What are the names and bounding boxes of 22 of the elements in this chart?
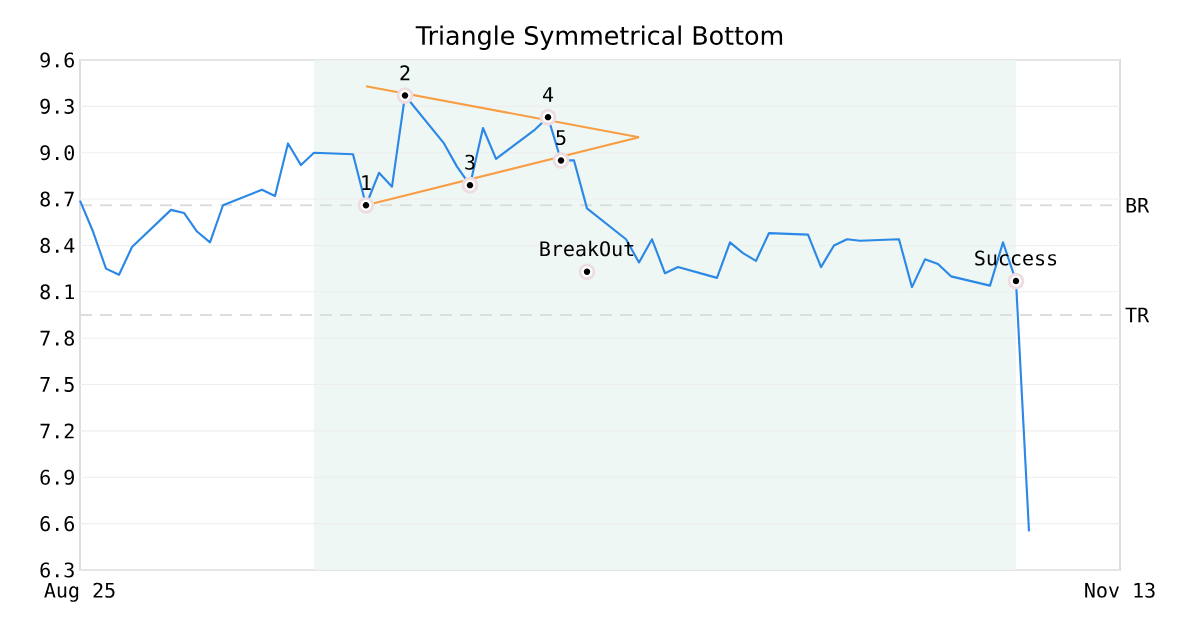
- annotation: 4: [542, 87, 554, 102]
- y-tick-label: 9.3: [40, 98, 74, 114]
- ref-line-label: BR: [1126, 197, 1150, 213]
- annotation: 5: [556, 130, 566, 146]
- annotation: 1: [362, 175, 371, 190]
- chart-title: Triangle Symmetrical Bottom: [415, 25, 783, 50]
- y-tick-label: 9.6: [40, 52, 74, 68]
- y-tick-label: 6.3: [40, 562, 74, 578]
- annotation: 3: [465, 154, 475, 170]
- x-tick-label: Aug 25: [44, 582, 115, 602]
- ref-line-label: TR: [1125, 307, 1150, 323]
- y-tick-label: 7.5: [40, 377, 74, 392]
- y-tick-label: 8.4: [40, 237, 75, 254]
- x-tick-label: Nov 13: [1085, 582, 1155, 598]
- y-tick-label: 6.6: [40, 516, 74, 532]
- y-tick-label: 6.9: [40, 469, 74, 485]
- y-tick-label: 8.7: [40, 191, 74, 207]
- y-tick-label: 7.8: [40, 330, 74, 346]
- y-tick-label: 8.1: [40, 284, 74, 300]
- y-tick-label: 9.0: [40, 145, 74, 161]
- y-tick-label: 7.2: [40, 423, 74, 439]
- annotation: 2: [400, 65, 410, 81]
